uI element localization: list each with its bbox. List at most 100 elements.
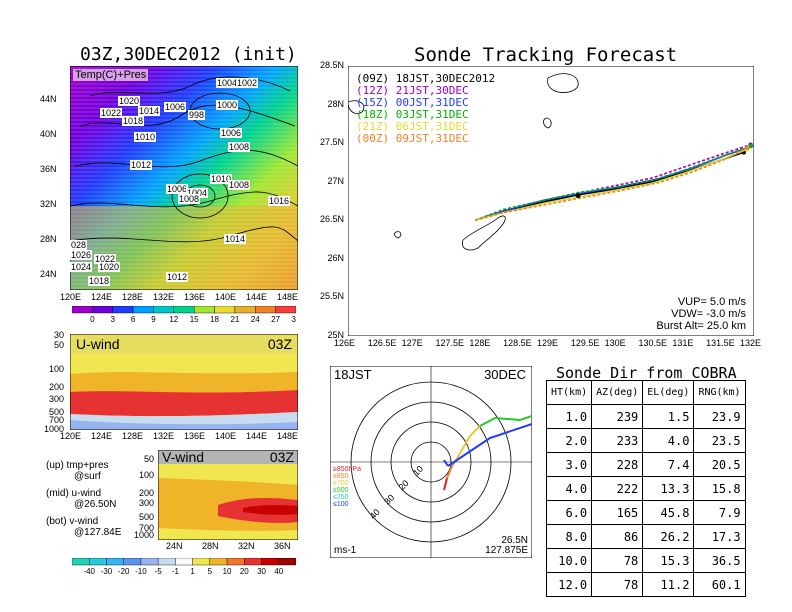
polar-ring-label: 10: [411, 464, 425, 478]
table-row: 4.0 222 13.3 15.8: [545, 476, 746, 501]
track-lon-label: 129.5E: [570, 338, 600, 348]
track-svg: [347, 65, 760, 337]
temp-colorbar-swatch: [92, 305, 113, 314]
table-cell: 8.0: [545, 524, 593, 549]
pressure-label: 1002: [236, 78, 259, 88]
table-cell: 3.0: [545, 452, 593, 477]
uwind-lon-label: 132E: [153, 431, 175, 441]
track-end-point: [748, 144, 753, 149]
table-cell: 228: [591, 452, 644, 477]
uwind-panel: U-wind 03Z: [69, 333, 299, 431]
table-cell: 4.0: [642, 428, 695, 453]
uwind-lon-label: 120E: [60, 431, 82, 441]
wind-colorbar-tick: -1: [172, 567, 180, 576]
table-row: 3.0 228 7.4 20.5: [545, 452, 746, 477]
pressure-label: 1014: [138, 106, 161, 116]
track-lon-label: 128.5E: [503, 338, 532, 348]
pressure-label: 1008: [228, 180, 251, 190]
polar-loc1: 26.5N: [501, 535, 528, 546]
table-cell: 222: [591, 476, 644, 501]
polar-date: 30DEC: [484, 367, 526, 382]
table-row: 12.0 78 11.2 60.1: [545, 572, 746, 597]
coastline: [547, 73, 579, 93]
table-row: 8.0 86 26.2 17.3: [545, 524, 746, 549]
polar-ring-label: 20: [397, 478, 411, 492]
table-cell: 36.5: [693, 548, 746, 573]
pressure-label: 1018: [88, 276, 111, 286]
map-lat-label: 40N: [40, 129, 57, 139]
table-cell: 86: [591, 524, 644, 549]
wind-colorbar-tick: -10: [135, 567, 147, 576]
temp-colorbar-tick: 18: [210, 315, 219, 324]
track-legend-entry: (12Z) 21JST,30DEC: [356, 84, 469, 97]
table-cell: 45.8: [642, 500, 695, 525]
wind-colorbar-swatch: [140, 557, 159, 566]
uwind-pressure-label: 1000: [43, 424, 64, 434]
track-series-line: [474, 143, 751, 222]
pressure-label: 1014: [224, 234, 247, 244]
sonde-table-title: Sonde Dir from COBRA: [556, 364, 737, 382]
temp-colorbar-swatch: [275, 305, 297, 314]
pressure-label: 028: [70, 240, 88, 250]
uwind-lon-label: 128E: [122, 431, 144, 441]
vwind-lat-label: 36N: [274, 541, 291, 551]
note-line: (mid) u-wind: [46, 488, 102, 499]
uwind-pressure-axis: 30 50 100 200 300 500 700 1000: [30, 330, 68, 434]
pressure-label: 1020: [118, 96, 141, 106]
pressure-label: 1016: [268, 196, 291, 206]
hodograph-segment: [443, 459, 449, 467]
wind-colorbar-tick: -5: [155, 567, 163, 576]
uwind-label: U-wind: [76, 336, 120, 352]
pressure-label: 1004: [216, 78, 239, 88]
track-lon-label: 132E: [740, 338, 762, 348]
pressure-label: 1022: [94, 254, 117, 264]
uwind-pressure-label: 200: [48, 382, 64, 392]
pressure-label: 1012: [130, 160, 153, 170]
track-lat-label: 28.5N: [319, 60, 344, 70]
vwind-panel: V-wind 03Z: [157, 449, 299, 541]
temp-colorbar-tick: 30: [292, 315, 296, 324]
track-param: VUP= 5.0 m/s: [677, 296, 746, 308]
pressure-label: 1020: [98, 262, 121, 272]
track-title: Sonde Tracking Forecast: [414, 44, 678, 66]
map-lon-label: 144E: [246, 292, 268, 302]
track-chart: (09Z) 18JST,30DEC2012 (12Z) 21JST,30DEC (1…: [347, 65, 760, 337]
wind-colorbar-swatch: [261, 557, 279, 566]
table-cell: 11.2: [642, 572, 695, 597]
left-title: 03Z,30DEC2012 (init): [80, 44, 297, 65]
temp-colorbar-swatch: [234, 305, 256, 314]
table-cell: 7.9: [693, 500, 746, 525]
note-line: @26.50N: [74, 499, 117, 510]
table-cell: 10.0: [545, 548, 593, 573]
temp-colorbar-swatch: [173, 305, 195, 314]
track-lon-label: 129E: [537, 338, 559, 348]
track-lat-label: 27.5N: [319, 137, 344, 148]
uwind-lon-label: 144E: [246, 431, 268, 441]
wind-colorbar-tick: 10: [223, 567, 232, 576]
table-cell: 233: [591, 428, 644, 453]
temp-colorbar-swatch: [71, 305, 93, 314]
uwind-lon-axis: 120E 124E 128E 132E 136E 140E 144E 148E: [60, 431, 310, 443]
map-lon-label: 128E: [122, 292, 144, 302]
temp-colorbar-tick: 0: [90, 315, 95, 324]
vwind-pressure-label: 700: [138, 523, 154, 533]
temp-colorbar-tick: 27: [271, 315, 280, 324]
temp-map-label: Temp(C)+Pres: [73, 69, 149, 81]
map-lat-label: 44N: [40, 94, 57, 104]
temp-colorbar-swatch: [193, 305, 215, 314]
vwind-lat-label: 24N: [166, 541, 183, 551]
table-cell: 4.0: [545, 476, 593, 501]
vwind-pressure-label: 1000: [133, 530, 154, 540]
table-cell: 2.0: [545, 428, 593, 453]
track-legend-entry: (21Z) 06JST,31DEC: [356, 120, 469, 133]
temp-colorbar-swatch: [214, 305, 236, 314]
track-series-line: [474, 148, 748, 222]
map-lon-axis: 120E 124E 128E 132E 136E 140E 144E 148E: [60, 292, 310, 304]
wind-colorbar: -40 -30 -20 -10 -5 -1 1 5 10 20 30 40: [71, 557, 297, 576]
table-cell: 7.4: [642, 452, 695, 477]
vwind-svg: [157, 449, 299, 541]
track-lon-label: 131E: [672, 338, 694, 348]
wind-colorbar-tick: -20: [118, 567, 130, 576]
wind-colorbar-swatch: [71, 557, 90, 566]
